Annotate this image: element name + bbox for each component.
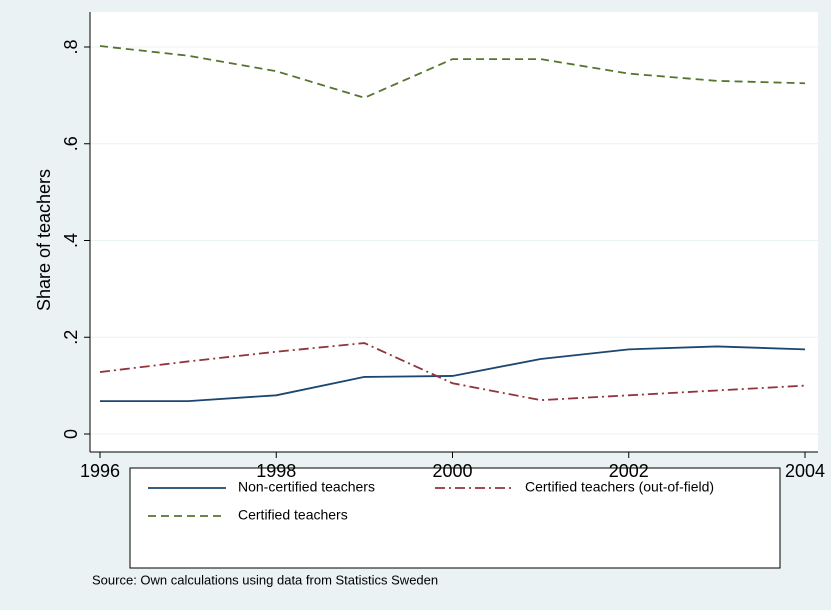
y-axis-title: Share of teachers (34, 169, 54, 311)
legend-label: Certified teachers (238, 507, 348, 523)
plot-area (90, 12, 818, 452)
x-tick-label: 1996 (80, 461, 120, 481)
y-tick-label: .2 (61, 330, 81, 345)
y-tick-label: .8 (61, 39, 81, 54)
series-line (100, 345, 806, 403)
y-tick-label: 0 (61, 429, 81, 439)
y-tick-label: .4 (61, 233, 81, 248)
series-line (99, 45, 806, 99)
x-tick-label: 2002 (609, 461, 649, 481)
x-tick-label: 1998 (256, 461, 296, 481)
y-tick-label: .6 (61, 136, 81, 151)
legend (129, 467, 781, 569)
x-tick-label: 2004 (785, 461, 825, 481)
legend-label: Non-certified teachers (238, 479, 375, 495)
source-note: Source: Own calculations using data from… (92, 572, 438, 587)
x-tick-label: 2000 (432, 461, 472, 481)
legend-label: Certified teachers (out-of-field) (525, 479, 714, 495)
series-line (99, 342, 806, 402)
